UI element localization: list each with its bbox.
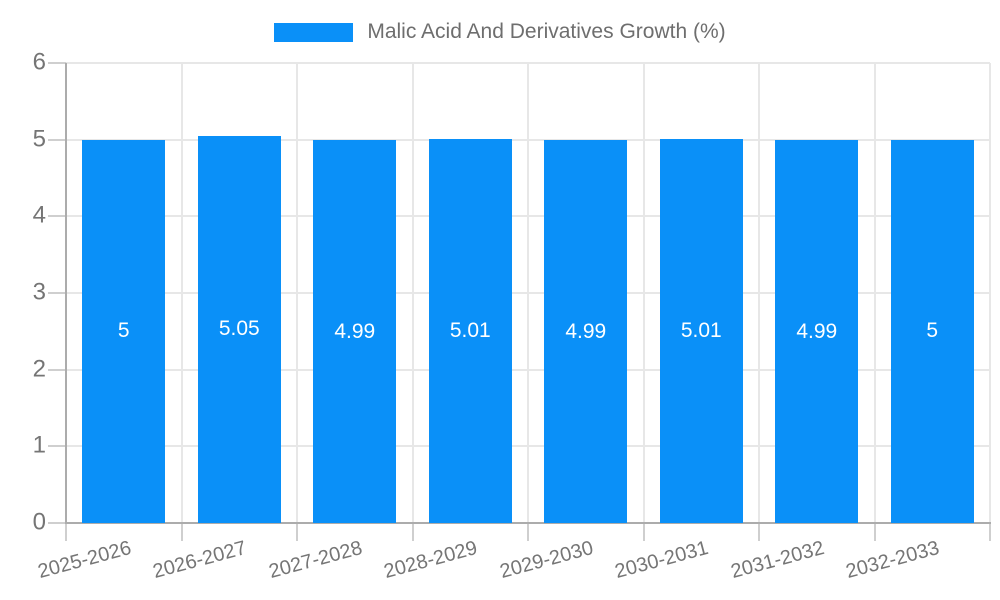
bar-value-label: 4.99 [334, 319, 376, 343]
y-axis-tick-label: 2 [32, 355, 46, 383]
gridline-vertical [527, 63, 529, 523]
x-axis-category-label: 2026-2027 [150, 537, 249, 584]
x-axis-tick [642, 523, 645, 541]
y-axis-tick-label: 3 [32, 278, 46, 306]
y-axis-tick [48, 522, 66, 524]
y-axis-tick [48, 292, 66, 294]
bar [82, 139, 166, 523]
bar [544, 140, 628, 523]
bar-value-label: 5 [926, 319, 939, 343]
bar-value-label: 4.99 [796, 319, 838, 343]
x-axis-tick [296, 523, 298, 541]
bar [775, 140, 859, 523]
x-axis-line [65, 522, 991, 524]
x-axis-tick [65, 523, 67, 541]
y-axis-tick-label: 0 [32, 508, 46, 536]
x-axis-tick [989, 523, 991, 541]
bar [197, 135, 281, 523]
x-axis-category-label: 2028-2029 [381, 537, 480, 584]
x-axis-tick [758, 523, 760, 541]
y-axis-tick [48, 62, 66, 64]
y-axis-line [65, 63, 67, 523]
chart-legend[interactable]: Malic Acid And Derivatives Growth (%) [0, 20, 1000, 44]
bar-value-label: 5 [117, 319, 130, 343]
bar [313, 140, 397, 523]
gridline-vertical [296, 63, 298, 523]
y-axis-tick [48, 215, 66, 218]
y-axis-tick-label: 5 [32, 125, 46, 153]
bar-value-label: 5.01 [680, 318, 722, 342]
y-axis-tick-label: 4 [32, 201, 46, 229]
gridline-vertical [411, 63, 414, 523]
gridline-vertical [758, 63, 760, 523]
x-axis-tick [527, 523, 529, 541]
x-axis-category-label: 2030-2031 [612, 537, 711, 584]
y-axis-tick-label: 6 [32, 48, 46, 76]
x-axis-category-label: 2027-2028 [266, 537, 365, 584]
y-axis-tick [48, 368, 66, 371]
x-axis-category-label: 2025-2026 [35, 537, 134, 584]
legend-label: Malic Acid And Derivatives Growth (%) [367, 20, 726, 43]
gridline-vertical [180, 63, 183, 523]
gridline-vertical [642, 63, 645, 523]
gridline-vertical [989, 63, 991, 523]
bar-value-label: 4.99 [565, 319, 607, 343]
bar [890, 139, 974, 523]
y-axis-tick [48, 445, 66, 448]
bar [659, 138, 743, 523]
x-axis-category-label: 2031-2032 [728, 537, 827, 584]
x-axis-category-label: 2029-2030 [497, 537, 596, 584]
y-axis-tick [48, 138, 66, 141]
bar-value-label: 5.01 [449, 318, 491, 342]
legend-swatch [274, 22, 354, 42]
gridline-vertical [873, 63, 876, 523]
y-axis-tick-label: 1 [32, 431, 46, 459]
bar [428, 138, 512, 523]
x-axis-tick [873, 523, 876, 541]
x-axis-tick [411, 523, 414, 541]
bar-value-label: 5.05 [218, 317, 260, 341]
x-axis-tick [180, 523, 183, 541]
x-axis-category-label: 2032-2033 [843, 537, 942, 584]
